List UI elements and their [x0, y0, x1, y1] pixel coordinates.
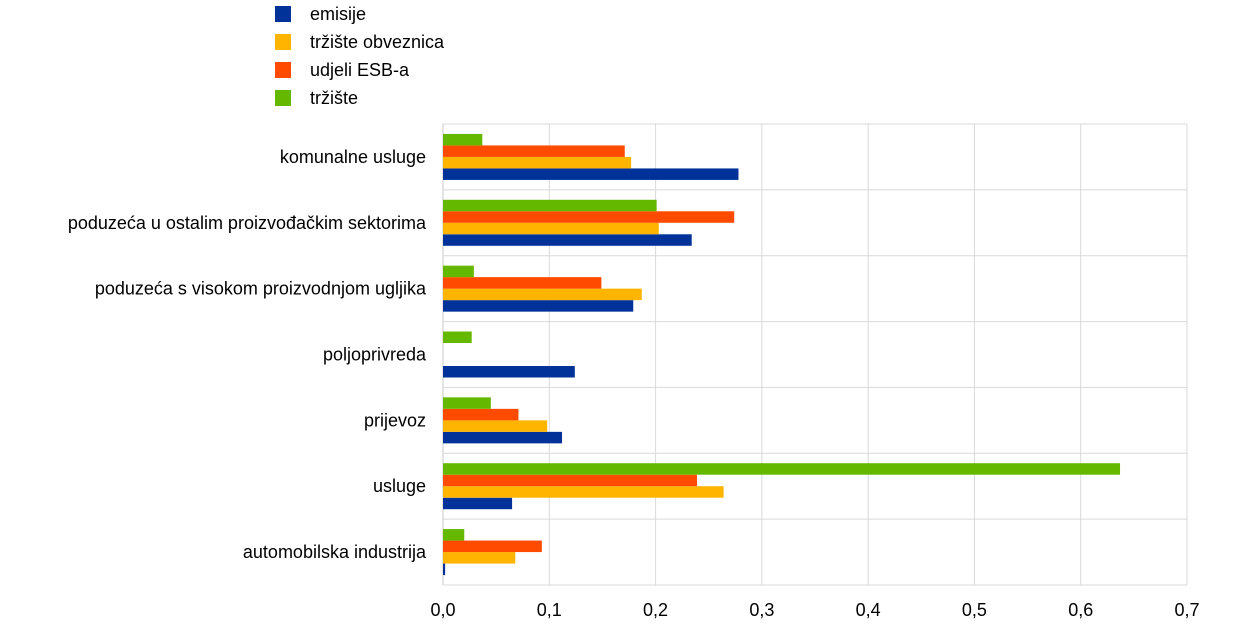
- bar: [443, 420, 548, 432]
- legend-swatch: [275, 6, 291, 22]
- category-label: komunalne usluge: [280, 147, 426, 167]
- bar: [443, 497, 513, 510]
- category-label: usluge: [373, 476, 426, 496]
- legend-label: tržište obveznica: [310, 32, 445, 52]
- x-tick-label: 0,7: [1174, 600, 1199, 620]
- legend: emisije tržište obveznica udjeli ESB-a trži…: [275, 4, 445, 108]
- bar: [443, 300, 634, 312]
- bar: [443, 366, 575, 378]
- x-tick-label: 0,1: [537, 600, 562, 620]
- bar: [443, 563, 446, 576]
- x-tick-label: 0,4: [856, 600, 881, 620]
- category-label: poduzeća s visokom proizvodnjom ugljika: [95, 279, 427, 299]
- bar: [443, 331, 472, 343]
- legend-swatch: [275, 90, 291, 106]
- bar: [443, 222, 659, 235]
- bar: [443, 168, 739, 180]
- bar: [443, 431, 563, 444]
- gridlines: [442, 123, 1188, 586]
- category-label: poljoprivreda: [323, 345, 427, 365]
- bar: [443, 265, 474, 278]
- bar: [443, 234, 692, 246]
- bar: [443, 288, 642, 301]
- category-labels: komunalne usluge poduzeća u ostalim proiz…: [68, 147, 427, 562]
- legend-swatch: [275, 62, 291, 78]
- x-tick-label: 0,0: [430, 600, 455, 620]
- bar: [443, 211, 735, 223]
- bar: [443, 145, 625, 157]
- x-tick-label: 0,3: [749, 600, 774, 620]
- legend-label: tržište: [310, 88, 358, 108]
- bar: [443, 474, 698, 487]
- bar: [443, 277, 602, 289]
- legend-label: emisije: [310, 4, 366, 24]
- bar: [443, 463, 1121, 475]
- x-tick-label: 0,2: [643, 600, 668, 620]
- bars: [443, 133, 1121, 576]
- bar: [443, 486, 724, 498]
- category-label: poduzeća u ostalim proizvođačkim sektori…: [68, 213, 427, 233]
- x-tick-labels: 0,0 0,1 0,2 0,3 0,4 0,5 0,6 0,7: [430, 600, 1199, 620]
- legend-swatch: [275, 34, 291, 50]
- legend-label: udjeli ESB-a: [310, 60, 410, 80]
- bar: [443, 408, 519, 421]
- x-tick-label: 0,5: [962, 600, 987, 620]
- bar: [443, 133, 483, 146]
- bar: [443, 552, 516, 564]
- bar: [443, 199, 657, 212]
- category-label: automobilska industrija: [243, 542, 427, 562]
- bar: [443, 529, 465, 541]
- bar: [443, 540, 542, 553]
- bar: [443, 397, 491, 409]
- bar: [443, 156, 632, 169]
- category-label: prijevoz: [364, 410, 426, 430]
- x-tick-label: 0,6: [1068, 600, 1093, 620]
